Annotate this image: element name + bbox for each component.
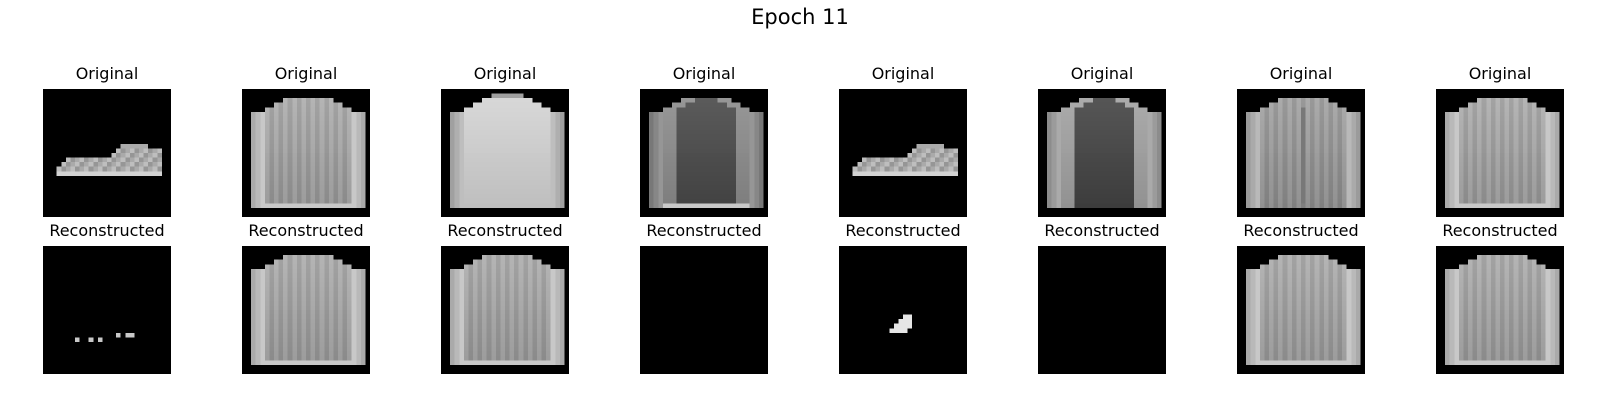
panel-title: Reconstructed (845, 221, 961, 240)
reconstructed-image (1237, 246, 1365, 374)
original-image (1237, 89, 1365, 217)
panel-title: Original (473, 64, 537, 83)
panel-title: Reconstructed (646, 221, 762, 240)
reconstructed-image (839, 246, 967, 374)
panel-title: Original (672, 64, 736, 83)
original-image (1436, 89, 1564, 217)
original-image (242, 89, 370, 217)
original-image (640, 89, 768, 217)
panel-title: Original (1468, 64, 1532, 83)
reconstructed-image (1436, 246, 1564, 374)
panel-title: Reconstructed (1243, 221, 1359, 240)
panel-title: Reconstructed (1442, 221, 1558, 240)
panel-title: Reconstructed (1044, 221, 1160, 240)
original-image (43, 89, 171, 217)
panel-title: Reconstructed (447, 221, 563, 240)
panel-title: Original (274, 64, 338, 83)
panel-title: Original (871, 64, 935, 83)
panel-title: Reconstructed (248, 221, 364, 240)
reconstructed-image (1038, 246, 1166, 374)
panel-title: Original (1070, 64, 1134, 83)
original-image (441, 89, 569, 217)
figure-title: Epoch 11 (751, 5, 849, 29)
panel-title: Original (75, 64, 139, 83)
reconstructed-image (441, 246, 569, 374)
reconstructed-image (242, 246, 370, 374)
panel-title: Reconstructed (49, 221, 165, 240)
original-image (1038, 89, 1166, 217)
original-image (839, 89, 967, 217)
panel-title: Original (1269, 64, 1333, 83)
reconstructed-image (640, 246, 768, 374)
reconstructed-image (43, 246, 171, 374)
